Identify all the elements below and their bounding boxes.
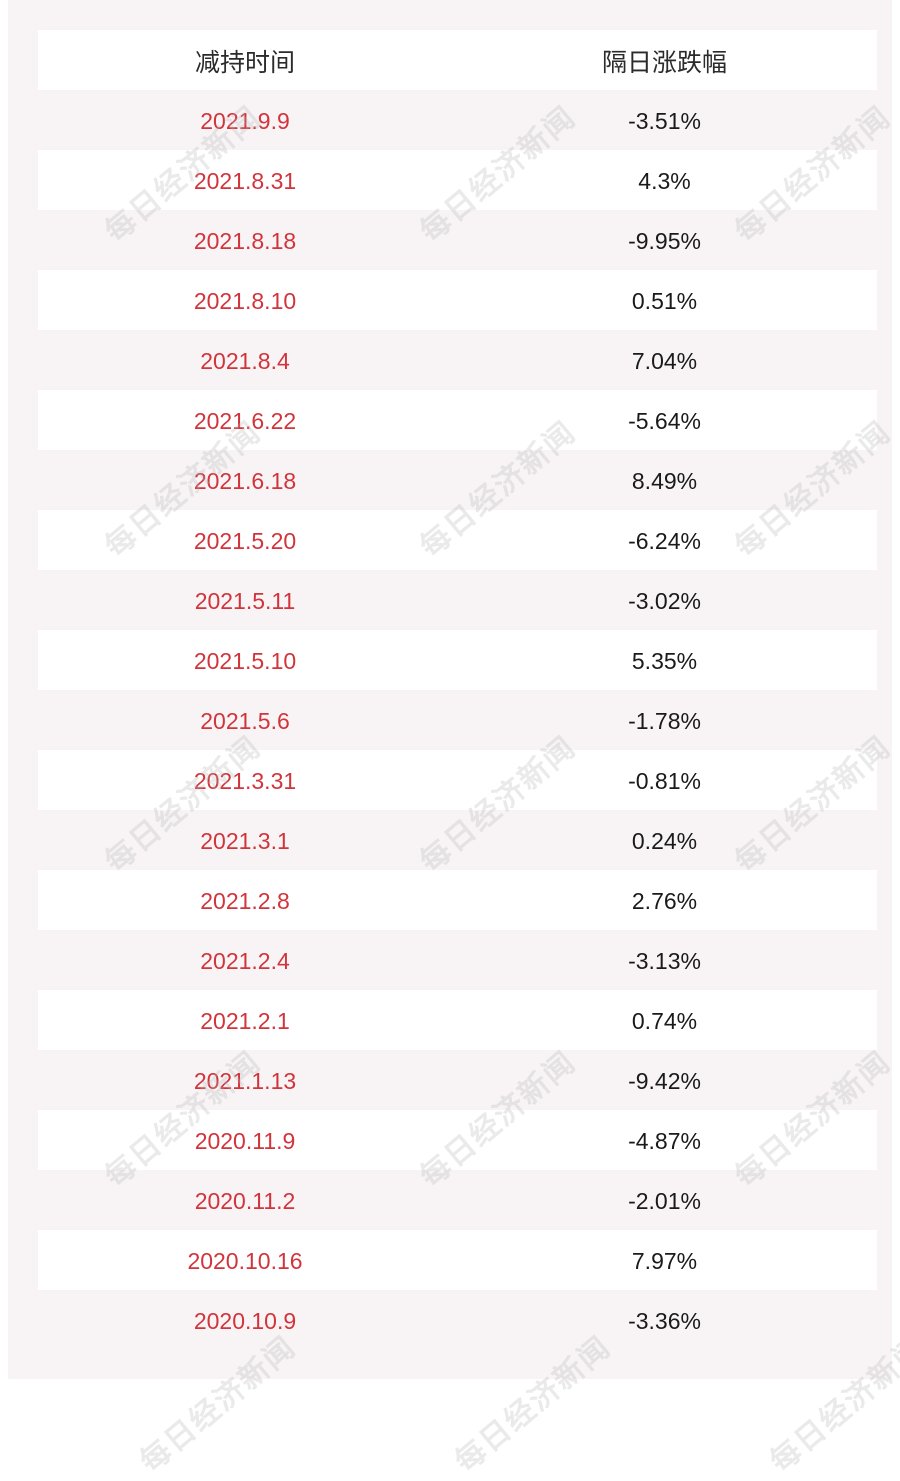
cell-date: 2021.8.10	[193, 287, 297, 314]
table-header-row: 减持时间 隔日涨跌幅	[38, 30, 877, 90]
cell-change: -3.51%	[628, 107, 701, 134]
table-row: 2021.5.10 5.35%	[38, 630, 877, 690]
table-row: 2021.8.31 4.3%	[38, 150, 877, 210]
cell-date: 2020.11.9	[194, 1127, 296, 1154]
table-row: 2020.10.16 7.97%	[38, 1230, 877, 1290]
table-body: 2021.9.9 -3.51% 2021.8.31 4.3% 2021.8.18 -9.9…	[38, 90, 877, 1350]
table-row: 2021.5.20 -6.24%	[38, 510, 877, 570]
cell-change: -9.95%	[628, 227, 701, 254]
cell-change: -5.64%	[628, 407, 701, 434]
cell-date: 2021.3.1	[200, 827, 290, 854]
cell-change: -0.81%	[628, 767, 701, 794]
table-row: 2021.9.9 -3.51%	[38, 90, 877, 150]
cell-change: -1.78%	[628, 707, 701, 734]
table-row: 2021.2.1 0.74%	[38, 990, 877, 1050]
table-row: 2021.5.11 -3.02%	[38, 570, 877, 630]
cell-date: 2020.11.2	[194, 1187, 296, 1214]
cell-change: 5.35%	[631, 647, 698, 674]
header-date: 减持时间	[194, 49, 295, 77]
cell-change: -3.36%	[628, 1307, 701, 1334]
cell-date: 2021.6.18	[193, 467, 297, 494]
cell-change: 0.24%	[631, 827, 698, 854]
cell-date: 2021.5.6	[200, 707, 290, 734]
table-row: 2021.8.4 7.04%	[38, 330, 877, 390]
cell-change: -3.13%	[628, 947, 701, 974]
cell-date: 2021.8.4	[200, 347, 290, 374]
cell-date: 2021.8.31	[193, 167, 297, 194]
cell-change: 8.49%	[631, 467, 698, 494]
table-row: 2020.11.2 -2.01%	[38, 1170, 877, 1230]
cell-change: 7.97%	[631, 1247, 698, 1274]
cell-change: -9.42%	[628, 1067, 701, 1094]
table-row: 2021.6.22 -5.64%	[38, 390, 877, 450]
cell-date: 2021.2.4	[200, 947, 290, 974]
cell-change: -3.02%	[628, 587, 701, 614]
cell-change: -2.01%	[628, 1187, 701, 1214]
data-table: 减持时间 隔日涨跌幅 2021.9.9 -3.51% 2021.8.31 4.3% 20…	[38, 30, 877, 1350]
cell-date: 2021.5.20	[193, 527, 297, 554]
cell-date: 2021.8.18	[193, 227, 297, 254]
cell-change: 0.51%	[631, 287, 698, 314]
cell-date: 2021.5.10	[193, 647, 297, 674]
header-change: 隔日涨跌幅	[601, 49, 727, 77]
cell-change: 2.76%	[631, 887, 698, 914]
table-row: 2021.3.1 0.24%	[38, 810, 877, 870]
table-row: 2021.2.4 -3.13%	[38, 930, 877, 990]
table-row: 2021.6.18 8.49%	[38, 450, 877, 510]
table-row: 2021.5.6 -1.78%	[38, 690, 877, 750]
cell-change: -6.24%	[628, 527, 701, 554]
table-row: 2021.2.8 2.76%	[38, 870, 877, 930]
cell-date: 2021.3.31	[193, 767, 297, 794]
cell-date: 2021.1.13	[193, 1067, 297, 1094]
cell-date: 2021.6.22	[193, 407, 297, 434]
cell-date: 2020.10.16	[187, 1247, 303, 1274]
cell-date: 2021.2.1	[200, 1007, 290, 1034]
cell-date: 2021.9.9	[200, 107, 290, 134]
cell-date: 2020.10.9	[193, 1307, 297, 1334]
cell-change: -4.87%	[628, 1127, 701, 1154]
cell-change: 4.3%	[638, 167, 691, 194]
table-row: 2021.8.18 -9.95%	[38, 210, 877, 270]
table-row: 2021.1.13 -9.42%	[38, 1050, 877, 1110]
table-row: 2020.11.9 -4.87%	[38, 1110, 877, 1170]
cell-change: 7.04%	[631, 347, 698, 374]
table-row: 2021.3.31 -0.81%	[38, 750, 877, 810]
table-row: 2021.8.10 0.51%	[38, 270, 877, 330]
cell-change: 0.74%	[631, 1007, 698, 1034]
cell-date: 2021.5.11	[194, 587, 296, 614]
cell-date: 2021.2.8	[200, 887, 290, 914]
table-row: 2020.10.9 -3.36%	[38, 1290, 877, 1350]
